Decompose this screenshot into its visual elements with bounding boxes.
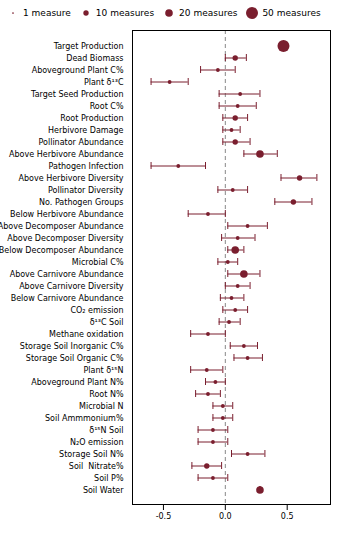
svg-text:Root N%: Root N% [89,390,124,399]
html-text:10 measures: 10 measures [95,8,155,18]
html-text:20 measures: 20 measures [179,8,238,18]
svg-text:δ¹⁵N Soil: δ¹⁵N Soil [89,426,123,435]
svg-text:Microbial C%: Microbial C% [72,258,124,267]
svg-text:Below Herbivore Abundance: Below Herbivore Abundance [10,210,123,219]
svg-text:-0.5: -0.5 [156,512,172,521]
svg-text:Soil Nitrate%: Soil Nitrate% [69,462,124,471]
svg-text:Storage Soil Organic C%: Storage Soil Organic C% [26,354,124,363]
svg-text:N₂O emission: N₂O emission [70,438,124,447]
svg-text:Aboveground Plant C%: Aboveground Plant C% [32,66,124,75]
svg-text:Target Production: Target Production [53,42,124,51]
svg-text:Dead Biomass: Dead Biomass [66,54,123,63]
html-text:50 measures: 50 measures [262,8,321,18]
svg-text:Herbivore Damage: Herbivore Damage [48,126,124,135]
svg-text:Above Carnivore Abundance: Above Carnivore Abundance [10,270,124,279]
svg-text:Soil P%: Soil P% [94,474,124,483]
svg-text:Above Decomposer Diversity: Above Decomposer Diversity [7,234,124,243]
svg-text:Root Production: Root Production [60,114,123,123]
svg-text:Above Herbivore Diversity: Above Herbivore Diversity [19,174,124,183]
svg-text:Below Decomposer Abundance: Below Decomposer Abundance [0,246,124,255]
svg-text:Below Carnivore Abundance: Below Carnivore Abundance [11,294,124,303]
svg-text:Plant δ¹⁵N: Plant δ¹⁵N [84,366,124,375]
svg-text:Pollinator Diversity: Pollinator Diversity [48,186,124,195]
svg-text:Above Herbivore Abundance: Above Herbivore Abundance [9,150,124,159]
svg-text:Methane oxidation: Methane oxidation [49,330,123,339]
svg-text:Storage Soil N%: Storage Soil N% [59,450,124,459]
html-text:1 measure: 1 measure [23,8,71,18]
svg-text:Above Carnivore Diversity: Above Carnivore Diversity [19,282,124,291]
svg-text:Soil Ammmonium%: Soil Ammmonium% [45,414,124,423]
svg-text:0.0: 0.0 [219,512,232,521]
svg-text:Microbial N: Microbial N [79,402,124,411]
svg-text:Plant δ¹³C: Plant δ¹³C [84,78,124,87]
svg-text:Pathogen Infection: Pathogen Infection [49,162,124,171]
svg-text:δ¹³C Soil: δ¹³C Soil [90,318,124,327]
svg-text:Pollinator Abundance: Pollinator Abundance [39,138,124,147]
svg-text:Root C%: Root C% [90,102,124,111]
svg-text:Above Decomposer Abundance: Above Decomposer Abundance [0,222,124,231]
svg-text:CO₂ emission: CO₂ emission [70,306,123,315]
svg-text:Aboveground Plant N%: Aboveground Plant N% [31,378,124,387]
svg-text:Storage Soil Inorganic C%: Storage Soil Inorganic C% [20,342,124,351]
svg-text:0.5: 0.5 [281,512,294,521]
svg-text:No. Pathogen Groups: No. Pathogen Groups [39,198,123,207]
svg-text:Soil Water: Soil Water [83,486,124,495]
svg-text:Target Seed Production: Target Seed Production [30,90,123,99]
